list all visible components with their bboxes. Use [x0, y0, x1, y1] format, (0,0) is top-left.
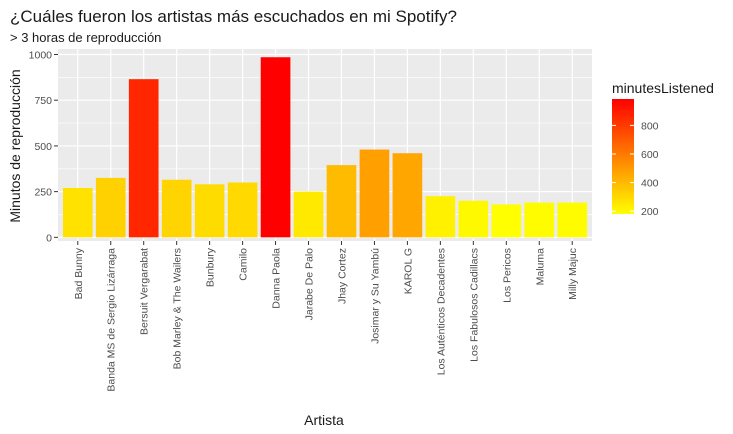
x-tick-label: Los Fabulosos Cadillacs: [468, 248, 480, 362]
x-tick-label: Danna Paola: [271, 248, 283, 309]
x-tick-label: Los Pericos: [501, 248, 513, 303]
x-tick-label: Bunbury: [205, 247, 217, 287]
x-axis: Bad Bunny Banda MS de Sergio Lizárraga Ber…: [73, 241, 579, 392]
bar: [557, 202, 588, 238]
bar: [128, 79, 159, 238]
chart-subtitle: > 3 horas de reproducción: [10, 30, 161, 45]
bars: [62, 57, 588, 238]
x-tick-label: Milly Majuc: [567, 248, 579, 300]
bar: [326, 165, 357, 238]
legend-title: minutesListened: [612, 80, 714, 96]
bar: [62, 187, 93, 238]
bar: [161, 179, 192, 238]
x-axis-label: Artista: [304, 412, 344, 428]
bar: [293, 191, 324, 238]
y-axis: 0 250 500 750 1000: [29, 49, 58, 244]
legend-tick-label: 200: [641, 206, 659, 218]
x-tick-label: Los Auténticos Decadentes: [435, 248, 447, 375]
bar: [227, 182, 258, 238]
x-tick-label: Josimar y Su Yambú: [369, 248, 381, 344]
y-tick-label: 250: [34, 187, 52, 199]
y-tick-label: 750: [34, 95, 52, 107]
x-tick-label: Banda MS de Sergio Lizárraga: [106, 248, 118, 392]
y-tick-label: 0: [46, 232, 52, 244]
x-tick-label: Bersuit Vergarabat: [139, 248, 151, 335]
bar: [95, 177, 126, 238]
chart-title: ¿Cuáles fueron los artistas más escuchad…: [10, 7, 457, 26]
bar: [359, 149, 390, 238]
x-tick-label: Jhay Cortez: [336, 248, 348, 304]
x-tick-label: Camilo: [238, 248, 250, 281]
legend-colorbar: [612, 99, 634, 214]
x-tick-label: Maluma: [534, 248, 546, 286]
y-axis-label: Minutos de reproducción: [7, 69, 23, 222]
y-tick-label: 1000: [29, 49, 53, 61]
bar: [425, 196, 456, 238]
legend-tick-label: 800: [641, 120, 659, 132]
legend: minutesListened 200 400 600 800: [612, 80, 714, 218]
bar: [458, 200, 489, 238]
legend-tick-label: 400: [641, 178, 659, 190]
legend-tick-label: 600: [641, 149, 659, 161]
bar: [260, 57, 291, 238]
bar: [491, 204, 522, 238]
y-tick-label: 500: [34, 141, 52, 153]
x-tick-label: KAROL G: [402, 248, 414, 294]
bar: [524, 202, 555, 238]
x-tick-label: Bob Marley & The Wailers: [172, 248, 184, 369]
bar: [194, 184, 225, 238]
bar: [392, 153, 423, 238]
x-tick-label: Jarabe De Palo: [304, 248, 316, 321]
x-tick-label: Bad Bunny: [73, 247, 85, 299]
